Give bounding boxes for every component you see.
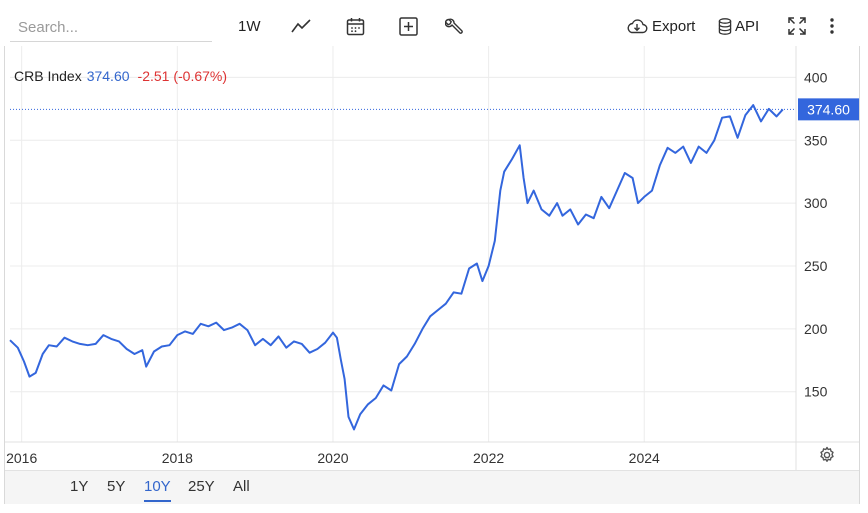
y-tick-label: 150: [804, 384, 828, 400]
range-5y[interactable]: 5Y: [107, 478, 126, 495]
range-selector-bar: 1Y 5Y 10Y 25Y All: [5, 470, 859, 504]
crb-index-series-line: [9, 104, 784, 431]
y-tick-label: 400: [804, 69, 828, 85]
wrench-icon[interactable]: [445, 14, 464, 38]
api-button[interactable]: API: [718, 14, 759, 38]
chart-legend: CRB Index 374.60 -2.51 (-0.67%): [14, 68, 227, 84]
settings-icon[interactable]: [818, 446, 836, 469]
range-10y[interactable]: 10Y: [144, 478, 171, 502]
x-tick-label: 2024: [629, 450, 660, 466]
x-tick-label: 2020: [317, 450, 348, 466]
y-tick-label: 350: [804, 132, 828, 148]
api-label: API: [735, 17, 760, 35]
add-indicator-icon[interactable]: [399, 14, 418, 38]
export-label: Export: [652, 17, 696, 35]
legend-value: 374.60: [87, 68, 130, 84]
database-icon: [718, 17, 732, 35]
more-vertical-icon[interactable]: [829, 14, 835, 38]
last-price-label: 374.60: [807, 101, 850, 117]
cloud-download-icon: [627, 19, 648, 34]
y-tick-label: 200: [804, 321, 828, 337]
y-tick-label: 250: [804, 258, 828, 274]
line-chart-icon[interactable]: [291, 14, 311, 38]
search-input[interactable]: [10, 14, 212, 42]
interval-button[interactable]: 1W: [238, 17, 261, 35]
export-button[interactable]: Export: [626, 14, 695, 38]
range-all[interactable]: All: [233, 478, 250, 495]
calendar-icon[interactable]: [346, 14, 365, 38]
legend-change: -2.51 (-0.67%): [138, 68, 227, 84]
range-1y[interactable]: 1Y: [70, 478, 89, 495]
fullscreen-icon[interactable]: [787, 14, 807, 38]
x-tick-label: 2018: [162, 450, 193, 466]
x-tick-label: 2022: [473, 450, 504, 466]
legend-series-name: CRB Index: [14, 68, 82, 84]
last-price-tag: [798, 98, 859, 121]
range-25y[interactable]: 25Y: [188, 478, 215, 495]
toolbar: 1W Export API: [0, 0, 868, 46]
x-tick-label: 2016: [6, 450, 37, 466]
y-tick-label: 300: [804, 195, 828, 211]
